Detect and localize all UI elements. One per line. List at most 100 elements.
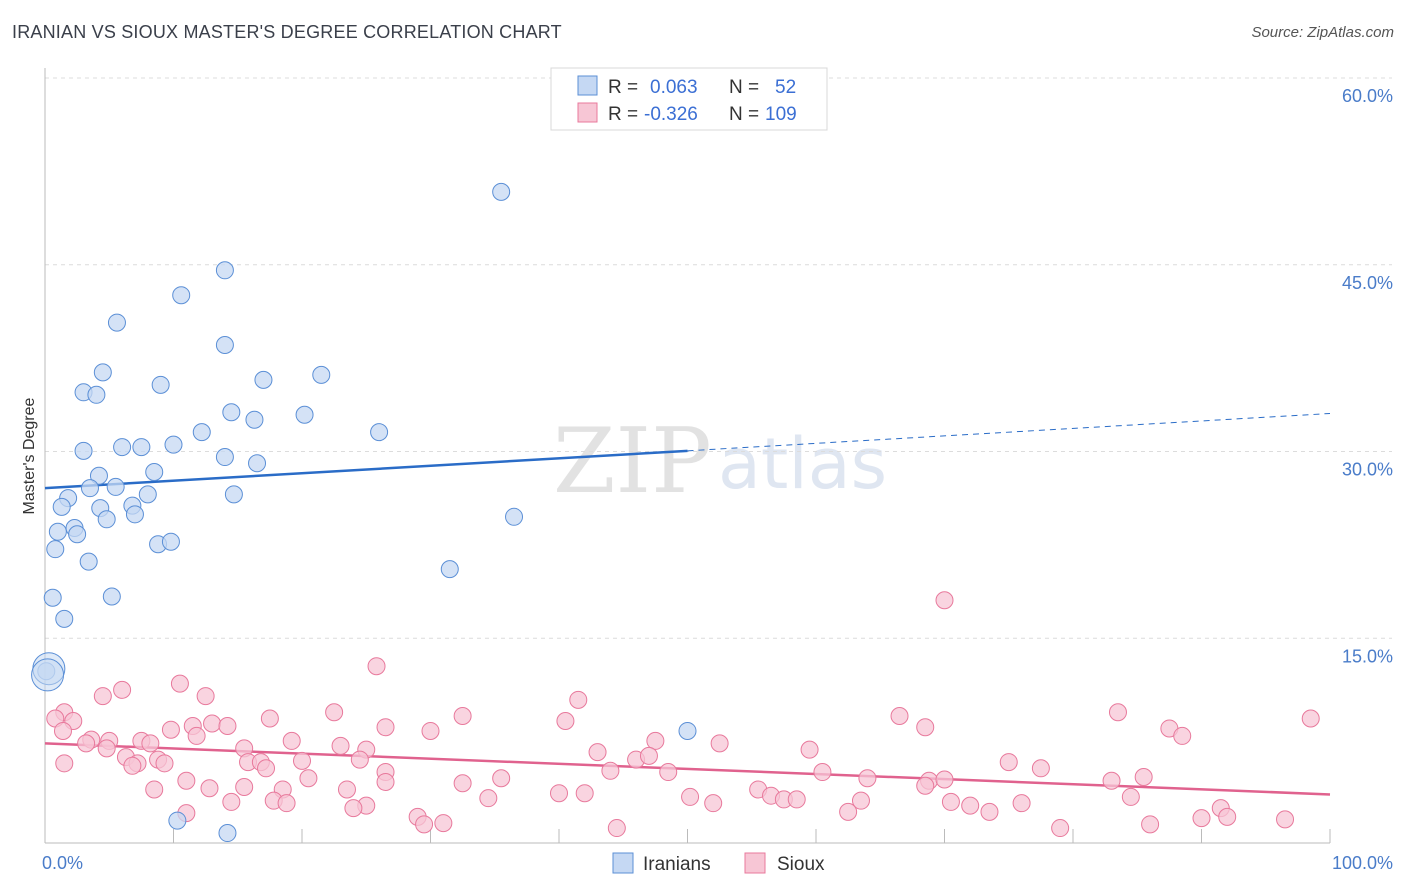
iranians-point bbox=[370, 423, 389, 442]
iranians-point bbox=[106, 477, 125, 496]
iranians-trend-extension bbox=[687, 412, 1331, 452]
sioux-point bbox=[282, 731, 301, 750]
sioux-point bbox=[858, 769, 877, 788]
iranians-point bbox=[113, 438, 132, 457]
sioux-point bbox=[196, 687, 215, 706]
sioux-point bbox=[550, 784, 568, 803]
sioux-point bbox=[704, 794, 723, 813]
sioux-point bbox=[1121, 787, 1140, 806]
sioux-point bbox=[646, 731, 665, 750]
sioux-point bbox=[376, 718, 395, 737]
iranians-point bbox=[55, 609, 74, 628]
legend-r-value-iranians: 0.063 bbox=[650, 77, 698, 98]
iranians-point bbox=[312, 365, 331, 384]
sioux-point bbox=[293, 751, 311, 770]
sioux-point bbox=[97, 739, 116, 758]
gridlines bbox=[45, 77, 1392, 639]
sioux-point bbox=[203, 714, 222, 733]
sioux-point bbox=[800, 740, 819, 759]
iranians-point bbox=[125, 505, 144, 524]
data-points bbox=[31, 182, 1320, 843]
iranians-point bbox=[31, 658, 65, 692]
sioux-point bbox=[421, 721, 440, 740]
y-tick-label: 45.0% bbox=[1342, 273, 1393, 293]
iranians-point bbox=[52, 497, 71, 516]
sioux-point bbox=[607, 819, 626, 838]
legend-r-label-iranians: R = bbox=[608, 77, 638, 98]
sioux-point bbox=[916, 718, 935, 737]
sioux-point bbox=[851, 791, 870, 810]
sioux-point bbox=[980, 802, 999, 821]
sioux-point bbox=[453, 707, 472, 726]
sioux-point bbox=[681, 787, 700, 806]
sioux-point bbox=[187, 726, 206, 745]
x-tick-label-max: 100.0% bbox=[1332, 853, 1393, 873]
sioux-point bbox=[218, 716, 237, 735]
sioux-point bbox=[588, 743, 607, 762]
iranians-point bbox=[43, 588, 62, 607]
sioux-point bbox=[170, 674, 189, 693]
sioux-point bbox=[813, 763, 832, 782]
iranians-point bbox=[215, 336, 234, 354]
iranians-point bbox=[145, 462, 164, 481]
source-credit: Source: ZipAtlas.com bbox=[1251, 24, 1394, 41]
sioux-point bbox=[1276, 810, 1295, 829]
iranians-point bbox=[164, 435, 183, 454]
sioux-point bbox=[1102, 771, 1121, 790]
iranians-point bbox=[68, 525, 87, 544]
iranians-point bbox=[224, 485, 243, 504]
iranians-point bbox=[678, 721, 697, 740]
sioux-point bbox=[235, 777, 254, 796]
sioux-point bbox=[155, 754, 174, 773]
iranians-point bbox=[505, 507, 524, 526]
iranians-point bbox=[218, 824, 237, 843]
bottom-legend-swatch-iranians bbox=[612, 852, 634, 874]
sioux-point bbox=[299, 769, 318, 788]
sioux-point bbox=[1192, 809, 1211, 828]
y-tick-label: 15.0% bbox=[1342, 646, 1393, 666]
watermark-atlas: atlas bbox=[718, 423, 887, 505]
iranians-point bbox=[440, 560, 459, 579]
iranians-point bbox=[89, 466, 108, 485]
sioux-point bbox=[325, 703, 344, 722]
legend-r-value-sioux: -0.326 bbox=[644, 104, 698, 125]
sioux-point bbox=[113, 680, 132, 699]
y-axis-label: Master's Degree bbox=[21, 397, 38, 514]
sioux-point bbox=[331, 736, 350, 755]
iranians-point bbox=[248, 454, 267, 473]
sioux-point bbox=[257, 759, 276, 778]
sioux-point bbox=[916, 776, 935, 795]
sioux-point bbox=[1301, 709, 1320, 728]
sioux-point bbox=[639, 746, 658, 765]
sioux-point bbox=[479, 789, 498, 808]
sioux-point bbox=[53, 721, 72, 740]
bottom-legend-swatch-sioux bbox=[744, 852, 766, 874]
watermark-zip: ZIP bbox=[553, 409, 712, 514]
sioux-point bbox=[344, 799, 363, 818]
iranians-point bbox=[132, 438, 151, 457]
sioux-point bbox=[575, 784, 594, 803]
sioux-point bbox=[941, 792, 960, 811]
sioux-point bbox=[1218, 807, 1237, 826]
iranians-point bbox=[46, 540, 65, 559]
sioux-point bbox=[337, 780, 356, 799]
sioux-point bbox=[415, 815, 434, 834]
legend-swatch-sioux bbox=[577, 102, 598, 123]
sioux-point bbox=[141, 734, 160, 753]
iranians-point bbox=[254, 370, 273, 389]
sioux-point bbox=[1173, 726, 1192, 745]
iranians-point bbox=[87, 385, 106, 404]
iranians-point bbox=[74, 441, 93, 460]
iranians-point bbox=[97, 510, 116, 529]
sioux-point bbox=[890, 707, 909, 726]
iranians-trend-line bbox=[44, 449, 688, 490]
sioux-point bbox=[222, 792, 241, 811]
iranians-point bbox=[215, 448, 234, 467]
iranians-point bbox=[93, 363, 112, 382]
sioux-point bbox=[77, 734, 96, 753]
sioux-point bbox=[93, 687, 112, 706]
iranians-point bbox=[151, 375, 170, 394]
legend-r-label-sioux: R = bbox=[608, 104, 638, 125]
sioux-point bbox=[177, 771, 196, 790]
